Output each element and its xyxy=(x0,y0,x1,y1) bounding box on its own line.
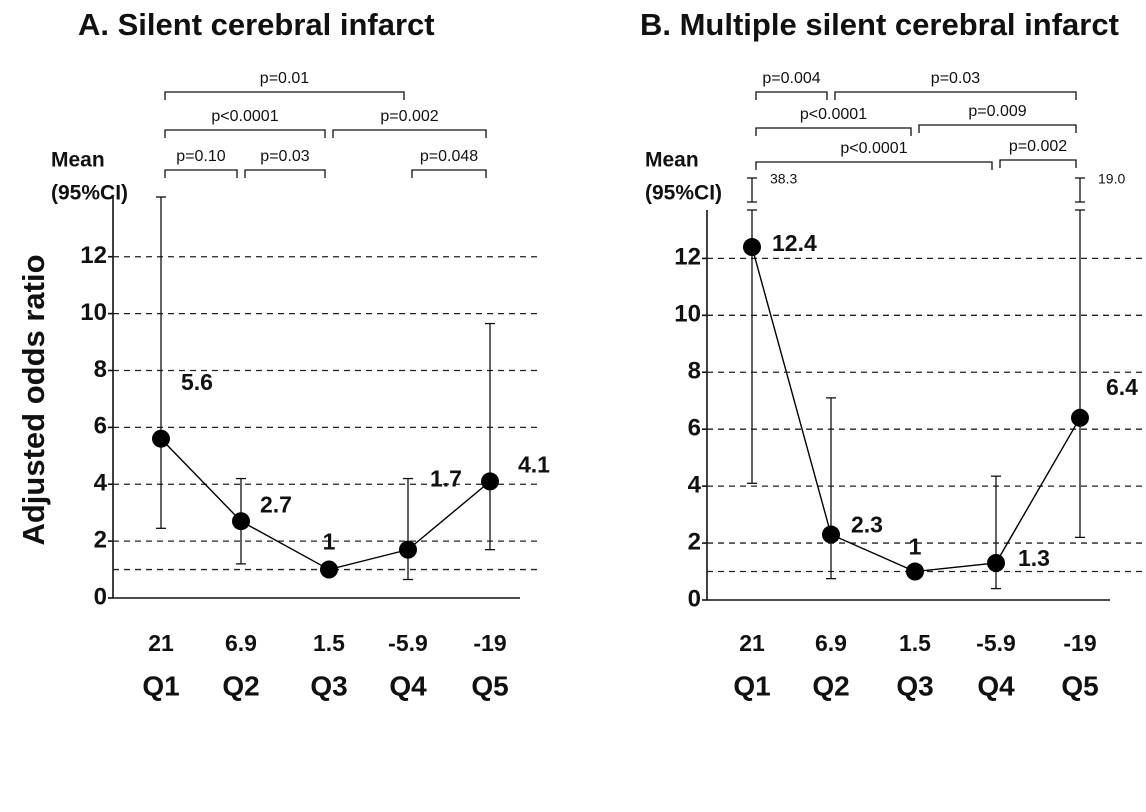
p-value: p=0.004 xyxy=(762,70,820,87)
comparison-bracket xyxy=(164,129,326,138)
data-point xyxy=(822,525,840,544)
x-tick-label: Q1 xyxy=(142,670,179,701)
chart-title: A. Silent cerebral infarct xyxy=(78,7,435,42)
x-tick-label: Q5 xyxy=(1061,670,1098,701)
comparison-bracket xyxy=(164,91,405,100)
y-tick-label: 6 xyxy=(94,413,107,440)
y-tick-label: 8 xyxy=(688,358,701,385)
chart-title: B. Multiple silent cerebral infarct xyxy=(640,7,1119,42)
y-tick-label: 8 xyxy=(94,356,107,383)
data-point xyxy=(906,562,924,581)
x-tick-label: Q2 xyxy=(812,670,849,701)
y-tick-label: 4 xyxy=(94,470,108,497)
data-label: 2.7 xyxy=(260,491,292,517)
data-point xyxy=(232,512,250,531)
data-label: 6.4 xyxy=(1106,374,1138,400)
p-value: p<0.0001 xyxy=(211,108,278,125)
quintile-mean: -19 xyxy=(1063,630,1096,656)
data-label: 12.4 xyxy=(772,230,817,256)
quintile-mean: 21 xyxy=(148,630,174,656)
y-tick-label: 0 xyxy=(94,583,107,610)
x-tick-label: Q1 xyxy=(733,670,770,701)
comparison-bracket xyxy=(834,91,1077,100)
comparison-bracket xyxy=(411,169,487,178)
p-value: p=0.03 xyxy=(931,70,980,87)
data-point xyxy=(399,540,417,559)
y-tick-label: 4 xyxy=(688,471,702,498)
data-label: 1.7 xyxy=(430,466,462,492)
y-tick-label: 2 xyxy=(94,526,107,553)
series-line xyxy=(751,246,1081,573)
comparison-bracket xyxy=(244,169,326,178)
comparison-bracket xyxy=(332,129,487,138)
y-tick-label: 10 xyxy=(80,299,107,326)
comparison-bracket xyxy=(918,124,1077,133)
data-label: 1 xyxy=(323,529,336,555)
y-tick-label: 2 xyxy=(688,528,701,555)
quintile-mean: -19 xyxy=(473,630,506,656)
x-tick-label: Q5 xyxy=(471,670,508,701)
mean-ci-label: (95%CI) xyxy=(51,182,128,205)
quintile-mean: -5.9 xyxy=(388,630,428,656)
data-point xyxy=(481,472,499,491)
data-label: 5.6 xyxy=(181,369,213,395)
ci-upper-label: 38.3 xyxy=(770,171,797,187)
p-value: p=0.03 xyxy=(260,148,309,165)
comparison-bracket xyxy=(999,159,1077,168)
quintile-mean: -5.9 xyxy=(976,630,1016,656)
p-value: p=0.10 xyxy=(176,148,225,165)
comparison-bracket xyxy=(164,169,238,178)
comparison-bracket xyxy=(755,91,828,100)
y-tick-label: 12 xyxy=(80,242,107,269)
x-tick-label: Q3 xyxy=(310,670,347,701)
p-value: p=0.048 xyxy=(420,148,478,165)
data-label: 2.3 xyxy=(851,512,883,538)
p-value: p<0.0001 xyxy=(800,106,867,123)
comparison-bracket xyxy=(755,127,912,136)
data-label: 1.3 xyxy=(1018,545,1050,571)
p-value: p=0.009 xyxy=(968,103,1026,120)
mean-ci-label: (95%CI) xyxy=(645,182,722,205)
x-tick-label: Q4 xyxy=(977,670,1015,701)
p-value: p=0.002 xyxy=(1009,138,1067,155)
y-tick-label: 10 xyxy=(674,301,701,328)
data-point xyxy=(320,560,338,579)
quintile-mean: 6.9 xyxy=(815,630,847,656)
y-tick-label: 12 xyxy=(674,244,701,271)
quintile-mean: 1.5 xyxy=(899,630,931,656)
y-tick-label: 6 xyxy=(688,415,701,442)
ci-upper-label: 19.0 xyxy=(1098,171,1125,187)
p-value: p=0.01 xyxy=(260,70,309,87)
data-label: 1 xyxy=(909,534,922,560)
data-point xyxy=(987,553,1005,572)
mean-ci-label: Mean xyxy=(51,149,105,172)
quintile-mean: 21 xyxy=(739,630,765,656)
quintile-mean: 1.5 xyxy=(313,630,345,656)
y-axis-label: Adjusted odds ratio xyxy=(16,254,51,545)
data-point xyxy=(152,429,170,448)
mean-ci-label: Mean xyxy=(645,149,699,172)
x-tick-label: Q3 xyxy=(896,670,933,701)
x-tick-label: Q2 xyxy=(222,670,259,701)
y-tick-label: 0 xyxy=(688,585,701,612)
data-label: 4.1 xyxy=(518,451,550,477)
data-point xyxy=(1071,408,1089,427)
p-value: p=0.002 xyxy=(380,108,438,125)
comparison-bracket xyxy=(755,161,993,170)
data-point xyxy=(743,238,761,257)
quintile-mean: 6.9 xyxy=(225,630,257,656)
p-value: p<0.0001 xyxy=(840,140,907,157)
x-tick-label: Q4 xyxy=(389,670,427,701)
